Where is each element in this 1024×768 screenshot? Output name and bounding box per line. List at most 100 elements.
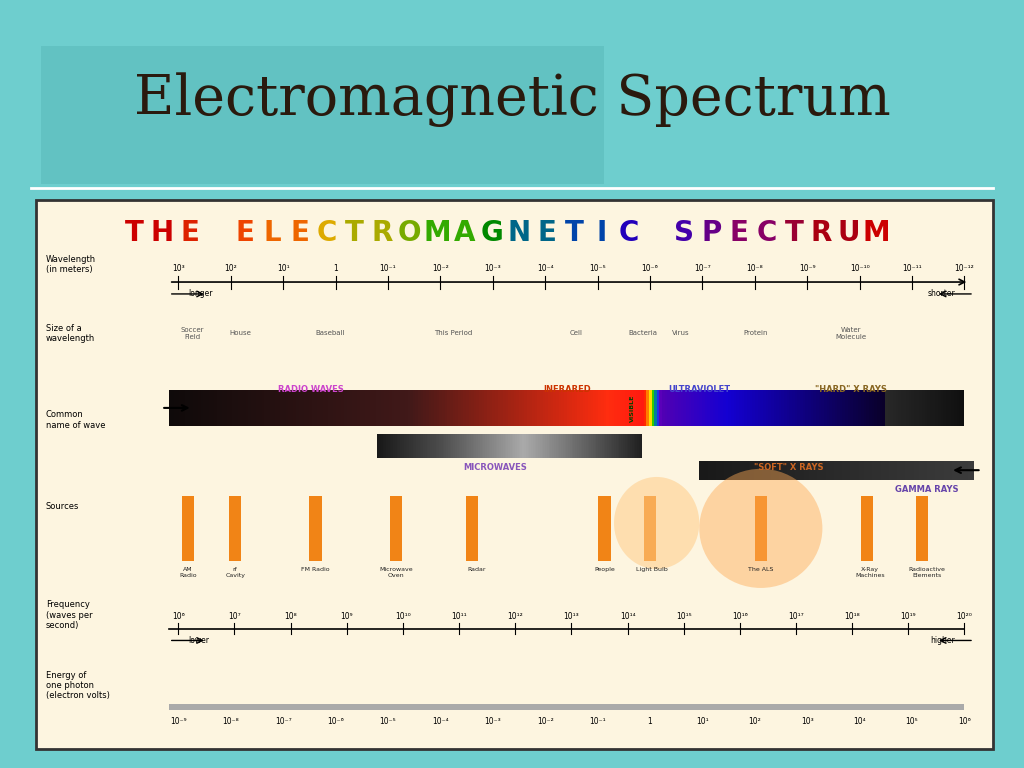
Bar <box>946 390 948 425</box>
Bar <box>274 390 278 425</box>
Bar <box>971 461 974 480</box>
Bar <box>840 461 842 480</box>
Bar <box>517 434 519 458</box>
Bar <box>867 461 869 480</box>
Bar <box>428 434 430 458</box>
Bar <box>411 434 413 458</box>
Bar <box>755 496 767 561</box>
Text: Radioactive
Elements: Radioactive Elements <box>908 568 945 578</box>
Bar <box>757 461 760 480</box>
Bar <box>447 390 450 425</box>
Text: M: M <box>423 220 451 247</box>
Text: Soccer
Field: Soccer Field <box>181 327 204 340</box>
Bar <box>556 434 557 458</box>
Bar <box>966 461 969 480</box>
Bar <box>584 434 586 458</box>
Bar <box>467 434 469 458</box>
Text: 10¹⁸: 10¹⁸ <box>845 612 860 621</box>
Text: 10⁻¹: 10⁻¹ <box>589 717 606 726</box>
Text: Virus: Virus <box>672 330 689 336</box>
Bar <box>520 434 522 458</box>
Bar <box>341 390 344 425</box>
Bar <box>391 434 393 458</box>
Bar <box>813 390 816 425</box>
Bar <box>897 461 900 480</box>
Bar <box>606 390 609 425</box>
Bar <box>513 434 515 458</box>
Bar <box>487 390 489 425</box>
Bar <box>705 461 708 480</box>
Bar <box>481 390 484 425</box>
Bar <box>607 434 609 458</box>
Bar <box>952 461 954 480</box>
Bar <box>439 390 442 425</box>
Bar <box>851 390 853 425</box>
Bar <box>573 434 575 458</box>
Bar <box>848 390 851 425</box>
Bar <box>676 390 678 425</box>
Text: 10⁻⁶: 10⁻⁶ <box>327 717 344 726</box>
Text: 10⁻⁶: 10⁻⁶ <box>642 264 658 273</box>
Bar <box>861 496 873 561</box>
Bar <box>925 461 928 480</box>
Bar <box>893 390 896 425</box>
Bar <box>790 390 793 425</box>
Text: 10⁻²: 10⁻² <box>432 264 449 273</box>
Bar <box>620 434 622 458</box>
Bar <box>301 390 304 425</box>
Bar <box>713 461 716 480</box>
Bar <box>752 461 755 480</box>
Bar <box>447 434 450 458</box>
Bar <box>299 390 301 425</box>
Bar <box>925 390 928 425</box>
Bar <box>344 390 346 425</box>
Text: Bacteria: Bacteria <box>628 330 657 336</box>
Text: 10³: 10³ <box>801 717 814 726</box>
Bar <box>462 434 464 458</box>
Bar <box>187 390 190 425</box>
Bar <box>593 434 595 458</box>
Text: 10⁻⁵: 10⁻⁵ <box>380 717 396 726</box>
Bar <box>543 390 546 425</box>
Bar <box>779 390 781 425</box>
Text: 10⁻⁸: 10⁻⁸ <box>222 717 239 726</box>
Bar <box>845 390 848 425</box>
Bar <box>911 390 914 425</box>
Bar <box>339 390 341 425</box>
Ellipse shape <box>614 477 699 569</box>
Bar <box>561 434 563 458</box>
Text: 10⁻³: 10⁻³ <box>484 264 501 273</box>
Bar <box>746 390 750 425</box>
Bar <box>469 434 471 458</box>
Bar <box>426 390 429 425</box>
Text: U: U <box>838 220 860 247</box>
Bar <box>884 461 886 480</box>
Text: Protein: Protein <box>743 330 768 336</box>
Bar <box>838 390 840 425</box>
Bar <box>381 434 383 458</box>
Bar <box>557 434 559 458</box>
Bar <box>570 434 571 458</box>
Bar <box>603 434 605 458</box>
Bar <box>620 390 623 425</box>
Bar <box>936 461 938 480</box>
Bar <box>442 390 444 425</box>
Text: 10¹: 10¹ <box>276 264 290 273</box>
Bar <box>272 390 274 425</box>
Bar <box>815 461 817 480</box>
Bar <box>670 390 673 425</box>
Bar <box>553 390 556 425</box>
Bar <box>877 390 880 425</box>
Text: R: R <box>372 220 392 247</box>
Bar <box>755 461 757 480</box>
Bar <box>718 390 721 425</box>
Bar <box>456 390 458 425</box>
Text: 10⁻¹¹: 10⁻¹¹ <box>902 264 922 273</box>
Bar <box>941 461 944 480</box>
Text: A: A <box>454 220 475 247</box>
Bar <box>206 390 209 425</box>
Bar <box>328 390 331 425</box>
Bar <box>643 390 646 425</box>
Bar <box>222 390 224 425</box>
Bar <box>349 390 352 425</box>
